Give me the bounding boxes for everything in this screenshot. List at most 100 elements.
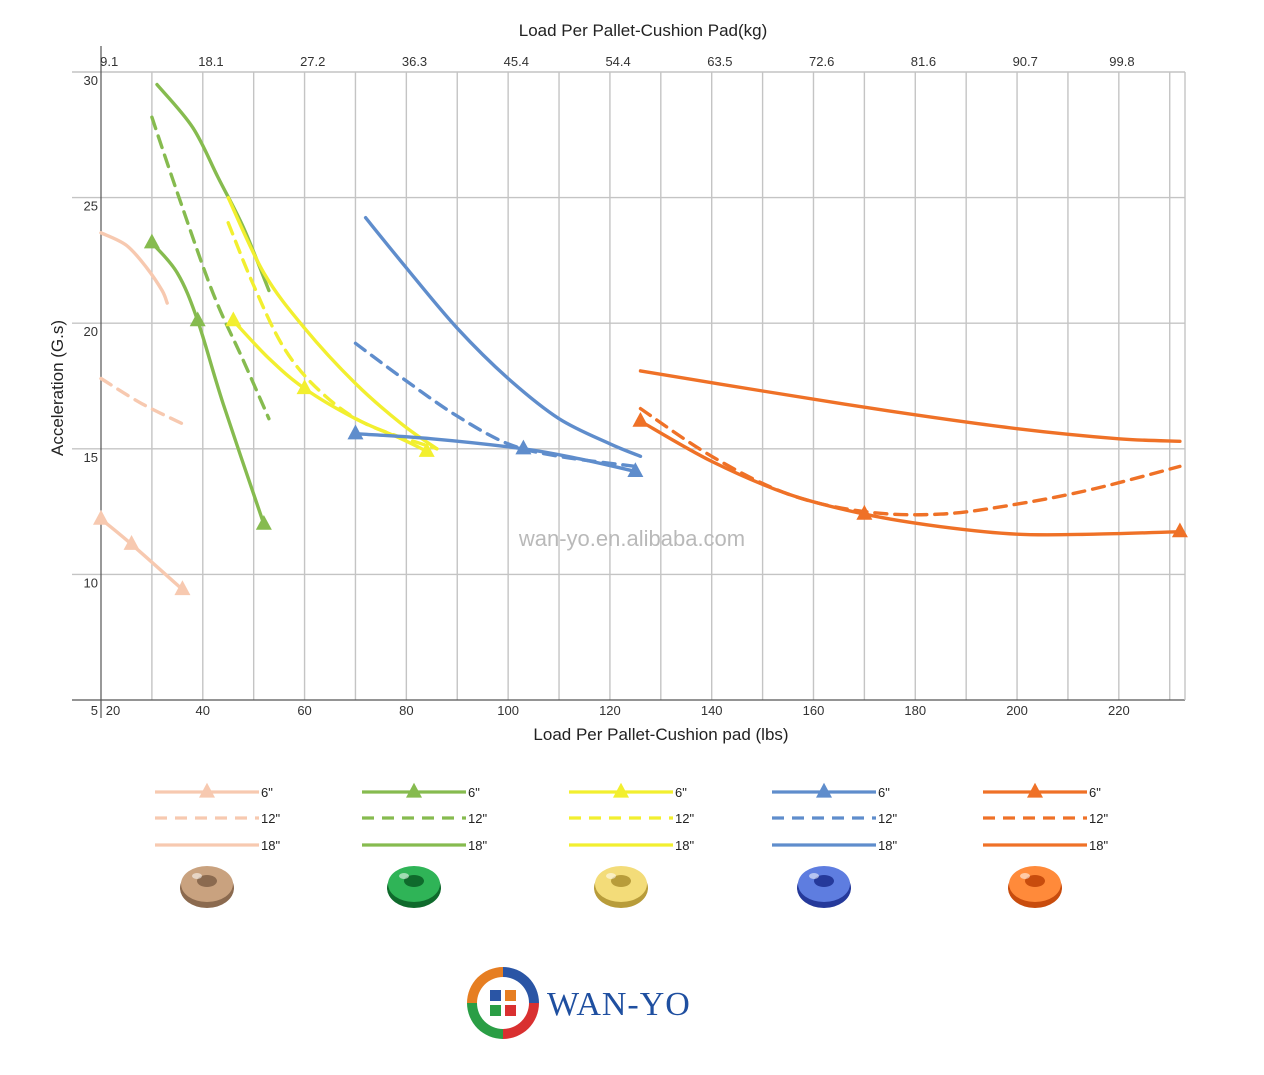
y-tick-label: 30 <box>84 73 98 88</box>
top-tick-label: 45.4 <box>504 54 529 69</box>
triangle-marker <box>123 535 140 550</box>
legend-label-eighteen: 18" <box>468 838 487 853</box>
series-group-blue <box>347 216 644 478</box>
series-line-yellow-18in <box>226 195 439 451</box>
brand-name: WAN-YO <box>547 986 691 1023</box>
series-line-tan-18in <box>99 231 169 305</box>
y-axis-title: Acceleration (G.s) <box>48 320 67 456</box>
legend-group-tan: 6" 12" 18" <box>155 782 280 908</box>
axes: 20 40 60 80 100 120 140 160 180 200 220 5 10 15 20 25 30… <box>72 46 1186 718</box>
legend-label-six: 6" <box>1089 785 1101 800</box>
legend-label-six: 6" <box>468 785 480 800</box>
series-line-orange-18in <box>638 369 1182 443</box>
top-axis-title: Load Per Pallet-Cushion Pad(kg) <box>519 21 768 40</box>
legend-label-six: 6" <box>878 785 890 800</box>
brand-logo: WAN-YO <box>467 967 691 1039</box>
triangle-marker <box>174 580 191 596</box>
legend-label-twelve: 12" <box>878 811 897 826</box>
triangle-marker <box>143 233 160 249</box>
top-tick-label: 81.6 <box>911 54 936 69</box>
top-tick-label: 63.5 <box>707 54 732 69</box>
watermark-text: wan-yo.en.alibaba.com <box>518 526 745 551</box>
triangle-marker <box>627 462 644 478</box>
x-tick-label: 120 <box>599 703 621 718</box>
grid <box>72 71 1185 700</box>
y-tick-label: 10 <box>84 575 98 590</box>
cushion-pad-icon <box>1008 866 1062 908</box>
legend-label-six: 6" <box>261 785 273 800</box>
series-group-yellow <box>225 195 439 457</box>
top-tick-label: 90.7 <box>1013 54 1038 69</box>
triangle-marker <box>255 514 272 530</box>
triangle-marker <box>347 424 364 440</box>
top-tick-label: 9.1 <box>100 54 118 69</box>
triangle-marker <box>199 782 215 798</box>
x-tick-label: 100 <box>497 703 519 718</box>
legend-label-eighteen: 18" <box>261 838 280 853</box>
top-tick-label: 27.2 <box>300 54 325 69</box>
series-line-tan-6in <box>99 517 185 592</box>
series-group-orange <box>632 369 1188 538</box>
triangle-marker <box>632 411 649 427</box>
series-line-blue-18in <box>363 216 643 458</box>
legend-group-blue: 6" 12" 18" <box>772 782 897 908</box>
cushion-pad-icon <box>180 866 234 908</box>
x-tick-label: 80 <box>399 703 413 718</box>
cushion-pad-icon <box>594 866 648 908</box>
y-tick-label: 15 <box>84 450 98 465</box>
top-tick-label: 54.4 <box>605 54 630 69</box>
x-axis-title: Load Per Pallet-Cushion pad (lbs) <box>533 725 788 744</box>
series-line-orange-6in <box>638 419 1182 537</box>
triangle-marker <box>225 311 242 327</box>
legend-label-twelve: 12" <box>1089 811 1108 826</box>
logo-ring-icon <box>467 967 539 1039</box>
y-tick-label: 5 <box>91 703 98 718</box>
triangle-marker <box>296 379 313 395</box>
legend-label-twelve: 12" <box>468 811 487 826</box>
x-tick-label: 40 <box>196 703 210 718</box>
x-tick-label: 160 <box>803 703 825 718</box>
series-group-tan <box>93 231 191 596</box>
cushion-pad-icon <box>387 866 441 908</box>
triangle-marker <box>418 442 435 457</box>
series-line-yellow-6in <box>231 319 429 453</box>
series-line-yellow-12in <box>226 221 439 451</box>
triangle-marker <box>406 782 422 798</box>
triangle-marker <box>816 782 832 798</box>
y-tick-label: 20 <box>84 324 98 339</box>
legend-group-green: 6" 12" 18" <box>362 782 487 908</box>
triangle-marker <box>1027 782 1043 798</box>
legend-label-eighteen: 18" <box>1089 838 1108 853</box>
legend-label-twelve: 12" <box>261 811 280 826</box>
series-line-tan-12in <box>99 376 190 428</box>
x-tick-label: 140 <box>701 703 723 718</box>
series-group-green <box>143 82 272 530</box>
y-tick-label: 25 <box>84 199 98 214</box>
legend: 6" 12" 18" 6" 12" 18" 6" 12" 18" 6" 12" 18" 6" 12" 18" <box>155 782 1108 908</box>
series-line-green-18in <box>155 82 271 293</box>
x-tick-label: 20 <box>106 703 120 718</box>
series-line-orange-12in <box>638 406 1182 517</box>
legend-group-orange: 6" 12" 18" <box>983 782 1108 908</box>
cushion-pad-icon <box>797 866 851 908</box>
series-line-green-12in <box>150 115 271 421</box>
top-tick-label: 99.8 <box>1109 54 1134 69</box>
legend-group-yellow: 6" 12" 18" <box>569 782 694 908</box>
triangle-marker <box>189 311 206 327</box>
legend-label-six: 6" <box>675 785 687 800</box>
legend-label-eighteen: 18" <box>878 838 897 853</box>
series <box>93 82 1188 596</box>
x-tick-label: 180 <box>904 703 926 718</box>
series-line-green-6in <box>150 241 266 526</box>
x-tick-label: 220 <box>1108 703 1130 718</box>
top-tick-label: 36.3 <box>402 54 427 69</box>
x-tick-label: 60 <box>297 703 311 718</box>
legend-label-eighteen: 18" <box>675 838 694 853</box>
triangle-marker <box>93 509 109 525</box>
triangle-marker <box>613 782 629 798</box>
top-tick-label: 18.1 <box>198 54 223 69</box>
triangle-marker <box>1171 522 1188 538</box>
x-tick-label: 200 <box>1006 703 1028 718</box>
top-tick-label: 72.6 <box>809 54 834 69</box>
